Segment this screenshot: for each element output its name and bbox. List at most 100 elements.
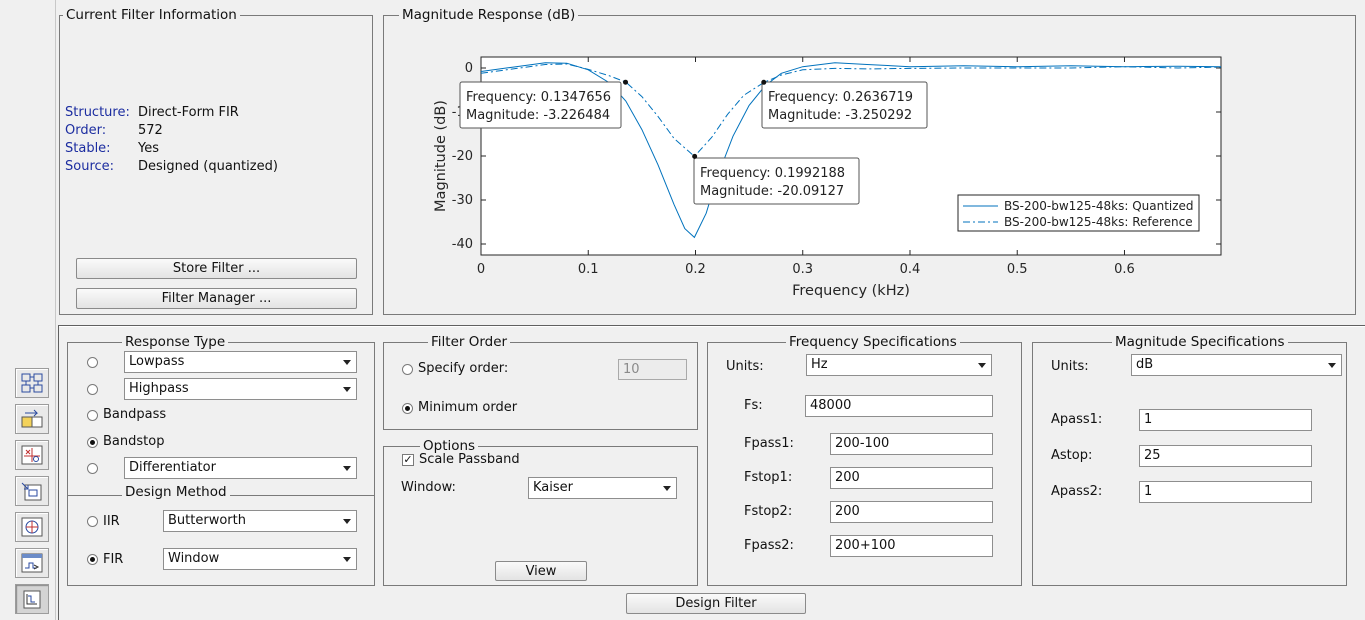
quantize-icon[interactable] [15,548,49,578]
response-type-title: Response Type [122,334,229,350]
fs-input[interactable]: 48000 [805,395,993,417]
minimum-order-radio[interactable] [402,403,413,414]
chevron-down-icon [978,363,986,368]
lowpass-select[interactable]: Lowpass [124,351,357,373]
datatip-magnitude: Magnitude: -20.09127 [700,184,844,199]
specify-order-label[interactable]: Specify order: [418,361,509,376]
fpass1-input[interactable]: 200-100 [830,433,993,455]
x-tick-label: 0.5 [1007,262,1028,277]
source-label: Source: [65,159,115,174]
fpass2-input[interactable]: 200+100 [830,535,993,557]
window-select-value: Kaiser [533,480,573,495]
panel-separator [58,325,1365,327]
datatip-frequency: Frequency: 0.1347656 [466,90,611,105]
filter-order-panel: Filter Order Specify order: 10 Minimum o… [383,334,698,430]
apass1-input[interactable]: 1 [1139,409,1312,431]
import-filter-icon[interactable] [15,476,49,506]
datatip-frequency: Frequency: 0.2636719 [768,90,913,105]
datatip-magnitude: Magnitude: -3.250292 [768,108,912,123]
reference-series-line [480,63,1222,158]
fstop1-input[interactable]: 200 [830,467,993,489]
fstop2-label: Fstop2: [744,504,793,519]
window-select[interactable]: Kaiser [528,477,677,499]
iir-method-select[interactable]: Butterworth [163,510,357,532]
magnitude-response-title: Magnitude Response (dB) [399,7,579,23]
order-value: 572 [138,123,163,138]
fir-method-select[interactable]: Window [163,548,357,570]
chevron-down-icon [343,466,351,471]
options-title: Options [420,438,479,454]
magnitude-specifications-panel: Magnitude Specifications Units: dB Apass… [1032,334,1347,586]
freq-units-select[interactable]: Hz [806,354,992,376]
mag-units-label: Units: [1051,359,1089,374]
store-filter-button[interactable]: Store Filter ... [76,258,357,279]
lowpass-select-value: Lowpass [129,354,185,369]
legend-box [957,194,1200,232]
transform-icon[interactable] [15,404,49,434]
astop-label: Astop: [1051,448,1093,463]
filter-design-icon[interactable] [15,368,49,398]
apass1-label: Apass1: [1051,412,1103,427]
chevron-down-icon [343,387,351,392]
fstop2-input[interactable]: 200 [830,501,993,523]
left-toolbar [0,0,56,620]
x-tick-label: 0 [477,262,485,277]
view-button[interactable]: View [495,561,587,581]
filter-manager-button[interactable]: Filter Manager ... [76,288,357,309]
apass2-input[interactable]: 1 [1139,481,1312,503]
structure-label: Structure: [65,105,130,120]
bandpass-label[interactable]: Bandpass [103,407,167,422]
bandstop-label[interactable]: Bandstop [103,434,165,449]
legend-label: BS-200-bw125-48ks: Quantized [1004,199,1194,213]
differentiator-select[interactable]: Differentiator [124,457,357,479]
scale-passband-label[interactable]: Scale Passband [419,452,520,467]
fpass2-label: Fpass2: [744,538,794,553]
x-tick-label: 0.4 [900,262,921,277]
y-tick-label: -30 [452,193,473,208]
fir-radio[interactable] [87,554,98,565]
specify-order-radio[interactable] [402,364,413,375]
design-method-title: Design Method [122,484,230,500]
x-tick-label: 0.3 [792,262,813,277]
iir-label[interactable]: IIR [103,514,120,529]
chevron-down-icon [663,486,671,491]
order-label: Order: [65,123,107,138]
x-axis-label: Frequency (kHz) [792,283,910,299]
datatip-marker [761,79,767,85]
chevron-down-icon [343,360,351,365]
design-filter-icon[interactable] [15,584,49,614]
iir-radio[interactable] [87,516,98,527]
frequency-specifications-panel: Frequency Specifications Units: Hz Fs: 4… [707,334,1022,586]
quantized-series-line [480,62,1222,239]
freq-units-value: Hz [811,357,828,372]
differentiator-select-value: Differentiator [129,460,216,475]
differentiator-radio[interactable] [87,463,98,474]
options-panel: Options ✓ Scale Passband Window: Kaiser … [383,438,698,586]
astop-input[interactable]: 25 [1139,445,1312,467]
chevron-down-icon [343,557,351,562]
order-input[interactable]: 10 [618,359,687,380]
bandstop-radio[interactable] [87,437,98,448]
minimum-order-label[interactable]: Minimum order [418,400,518,415]
pole-zero-icon[interactable] [15,440,49,470]
x-tick-label: 0.2 [685,262,706,277]
datatip-frequency: Frequency: 0.1992188 [700,166,845,181]
lowpass-radio[interactable] [87,357,98,368]
plot-frame [480,56,1222,256]
y-axis-label: Magnitude (dB) [433,100,449,212]
fir-label[interactable]: FIR [103,552,124,567]
legend-label: BS-200-bw125-48ks: Reference [1004,215,1193,229]
realize-model-icon[interactable] [15,512,49,542]
highpass-select[interactable]: Highpass [124,378,357,400]
magnitude-response-chart[interactable]: 00.10.20.30.40.50.60-10-20-30-40Frequenc… [384,16,1355,314]
y-tick-label: -40 [452,237,473,252]
scale-passband-checkbox[interactable]: ✓ [402,453,414,466]
mag-units-select[interactable]: dB [1131,354,1342,376]
highpass-radio[interactable] [87,384,98,395]
bandpass-radio[interactable] [87,410,98,421]
fpass1-label: Fpass1: [744,436,794,451]
design-filter-button[interactable]: Design Filter [626,593,806,614]
chevron-down-icon [1328,363,1336,368]
panel-separator-left [58,326,59,620]
source-value: Designed (quantized) [138,159,278,174]
